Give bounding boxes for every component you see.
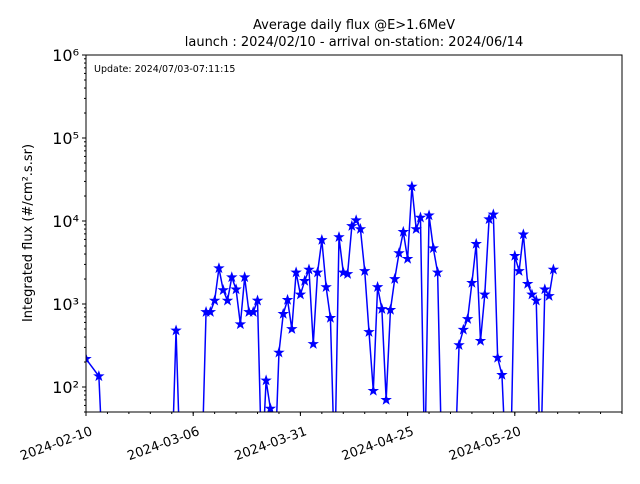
data-marker	[393, 247, 405, 259]
data-marker	[294, 288, 307, 300]
y-axis-label: Integrated flux (#/cm².s.sr)	[21, 144, 36, 322]
annotation: Update: 2024/07/03-07:11:15	[94, 64, 235, 75]
data-marker	[213, 262, 225, 274]
data-marker	[238, 271, 251, 283]
data-marker	[170, 324, 182, 336]
data-marker	[234, 318, 247, 330]
data-marker	[423, 209, 435, 221]
data-marker	[363, 325, 375, 337]
data-marker	[303, 263, 315, 275]
data-marker	[230, 283, 242, 295]
data-marker	[406, 180, 418, 192]
data-marker	[217, 284, 229, 295]
data-marker	[474, 334, 487, 346]
data-marker	[517, 228, 530, 240]
chart-title: Average daily flux @E>1.6MeV	[253, 18, 455, 33]
data-marker	[247, 306, 259, 317]
chart-subtitle: launch : 2024/02/10 - arrival on-station…	[185, 35, 523, 50]
data-marker	[260, 374, 272, 386]
data-marker	[479, 288, 491, 300]
data-marker	[384, 303, 397, 315]
data-marker	[251, 294, 264, 306]
data-marker	[457, 323, 470, 335]
data-marker	[333, 231, 345, 242]
data-marker	[226, 271, 238, 283]
data-marker	[346, 220, 358, 231]
data-marker	[298, 274, 311, 286]
data-marker	[543, 289, 555, 301]
data-marker	[466, 276, 478, 288]
data-marker	[93, 370, 105, 382]
data-marker	[273, 346, 285, 358]
data-marker	[491, 351, 504, 363]
data-marker	[410, 223, 422, 234]
data-marker	[341, 267, 354, 279]
data-marker	[397, 225, 410, 237]
data-marker	[337, 266, 350, 278]
data-marker	[509, 249, 521, 261]
data-marker	[367, 384, 380, 396]
data-marker	[264, 402, 277, 412]
data-marker	[311, 266, 324, 278]
data-marker	[354, 223, 367, 234]
data-marker	[414, 211, 427, 223]
data-marker	[324, 311, 337, 323]
data-marker	[547, 263, 560, 275]
data-marker	[401, 252, 414, 264]
data-marker	[221, 294, 234, 306]
data-marker	[513, 264, 525, 276]
data-marker	[86, 352, 92, 364]
y-tick-label: 10⁵	[52, 129, 79, 148]
data-marker	[487, 208, 500, 220]
data-marker	[350, 214, 362, 226]
data-marker	[483, 213, 495, 225]
data-marker	[286, 322, 298, 334]
data-marker	[320, 281, 332, 292]
data-marker	[496, 368, 508, 380]
data-marker	[316, 234, 328, 245]
data-marker	[539, 283, 551, 295]
data-marker	[307, 337, 319, 349]
y-tick-label: 10⁶	[52, 46, 79, 65]
data-marker	[208, 294, 221, 306]
data-marker	[281, 293, 294, 305]
data-marker	[427, 242, 440, 254]
data-marker	[530, 294, 542, 306]
data-marker	[358, 264, 371, 276]
data-marker	[389, 272, 401, 284]
data-marker	[204, 306, 217, 317]
y-tick-label: 10⁴	[52, 212, 79, 231]
data-marker	[453, 339, 465, 350]
data-marker	[526, 288, 538, 300]
data-marker	[290, 266, 302, 278]
data-marker	[277, 307, 289, 319]
y-tick-label: 10²	[52, 378, 79, 397]
data-marker	[380, 393, 392, 405]
data-marker	[521, 277, 534, 289]
y-tick-label: 10³	[52, 295, 79, 314]
data-marker	[371, 281, 384, 292]
data-marker	[461, 312, 474, 324]
plot-area	[86, 180, 560, 412]
data-marker	[431, 266, 444, 278]
data-marker	[470, 237, 482, 249]
data-marker	[376, 303, 388, 314]
